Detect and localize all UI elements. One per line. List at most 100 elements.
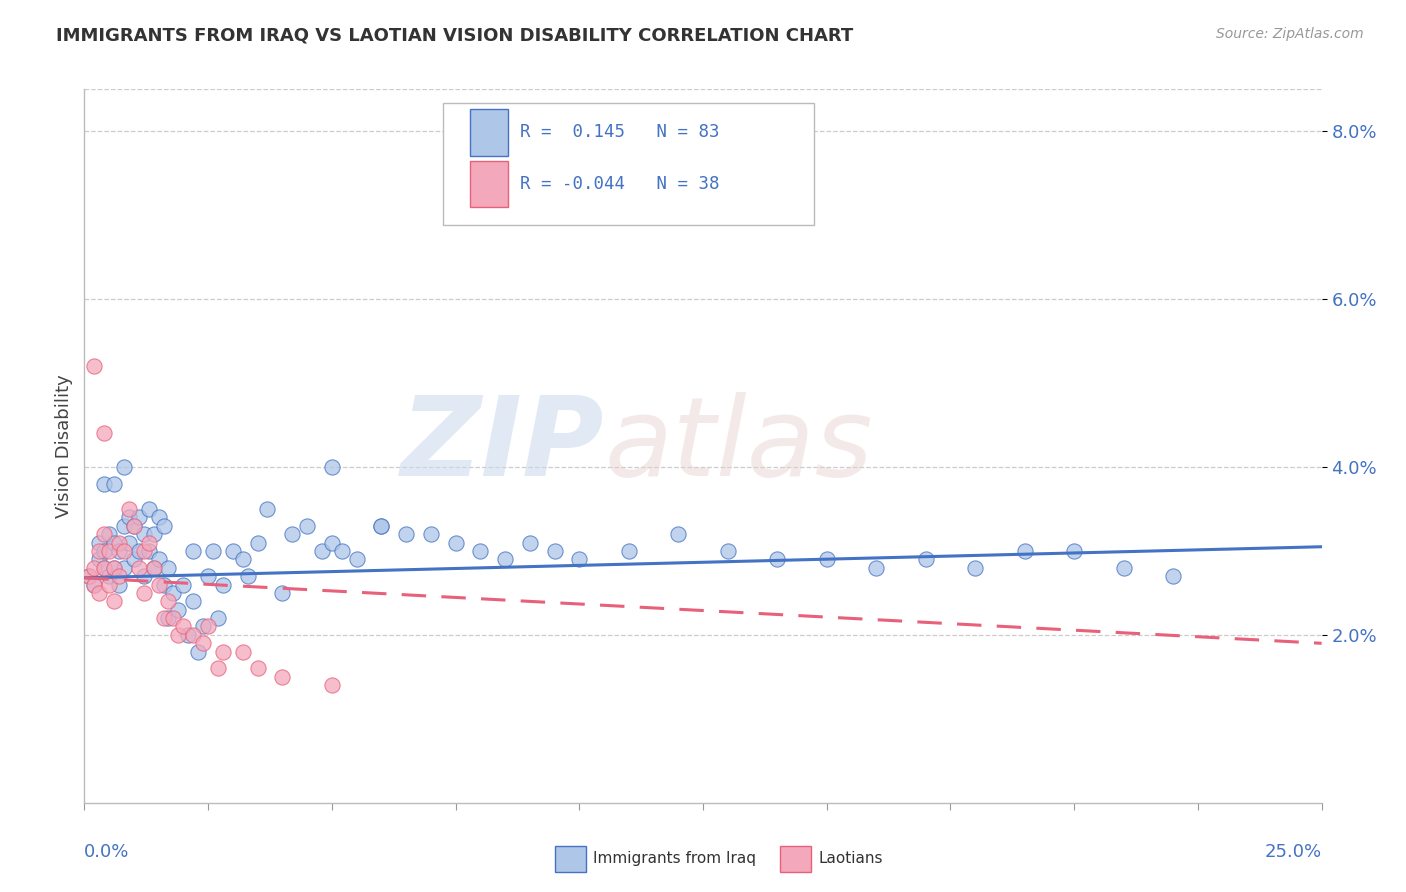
Point (148, 577, 170, 591)
Point (83, 577, 105, 591)
Point (271, 586, 294, 600)
Point (321, 460, 343, 475)
Point (152, 518, 174, 533)
Point (311, 544, 333, 558)
Point (132, 544, 155, 558)
Point (444, 535, 467, 549)
Text: 0.0%: 0.0% (84, 843, 129, 861)
Point (152, 577, 174, 591)
Point (321, 535, 343, 549)
Point (132, 569, 155, 583)
Point (83, 359, 105, 374)
Point (157, 560, 180, 574)
Point (148, 510, 170, 524)
Point (232, 552, 254, 566)
Point (181, 594, 204, 608)
Text: R = -0.044   N = 38: R = -0.044 N = 38 (520, 175, 720, 193)
Point (1063, 544, 1085, 558)
Point (152, 611, 174, 625)
Point (177, 628, 200, 642)
Point (93, 476, 115, 491)
Point (142, 560, 165, 574)
Point (98, 527, 121, 541)
Text: IMMIGRANTS FROM IRAQ VS LAOTIAN VISION DISABILITY CORRELATION CHART: IMMIGRANTS FROM IRAQ VS LAOTIAN VISION D… (56, 27, 853, 45)
Point (118, 510, 141, 524)
Point (157, 611, 180, 625)
FancyBboxPatch shape (443, 103, 814, 225)
FancyBboxPatch shape (471, 161, 508, 207)
Point (172, 619, 194, 633)
Point (138, 502, 160, 516)
Point (128, 544, 150, 558)
Point (419, 527, 441, 541)
Point (112, 460, 135, 475)
Point (103, 535, 125, 549)
FancyBboxPatch shape (471, 109, 508, 155)
Point (98, 544, 121, 558)
Text: R =  0.145   N = 83: R = 0.145 N = 83 (520, 123, 720, 141)
Point (395, 527, 418, 541)
Point (207, 611, 229, 625)
Point (222, 544, 245, 558)
Point (122, 518, 145, 533)
Point (321, 678, 343, 692)
Point (118, 502, 141, 516)
Text: Laotians: Laotians (818, 852, 883, 866)
Point (568, 552, 591, 566)
Point (232, 645, 254, 659)
Point (132, 527, 155, 541)
Point (470, 544, 492, 558)
Point (346, 552, 368, 566)
Point (108, 535, 131, 549)
Point (281, 527, 304, 541)
Point (83, 560, 105, 574)
Point (370, 518, 392, 533)
Point (370, 518, 392, 533)
Point (295, 518, 318, 533)
Point (142, 527, 165, 541)
Point (181, 544, 204, 558)
Point (83, 577, 105, 591)
Text: Source: ZipAtlas.com: Source: ZipAtlas.com (1216, 27, 1364, 41)
Point (118, 535, 141, 549)
Point (93, 560, 115, 574)
Point (89, 552, 111, 566)
Point (103, 560, 125, 574)
Point (89, 586, 111, 600)
Point (98, 577, 121, 591)
Point (1014, 544, 1036, 558)
Point (965, 560, 987, 574)
Point (108, 544, 131, 558)
Text: atlas: atlas (605, 392, 873, 500)
Point (181, 628, 204, 642)
Point (197, 569, 219, 583)
Point (543, 544, 565, 558)
Point (172, 577, 194, 591)
Point (93, 544, 115, 558)
Point (246, 661, 269, 675)
Point (89, 535, 111, 549)
Point (122, 552, 145, 566)
Point (246, 535, 269, 549)
Point (142, 560, 165, 574)
Point (103, 594, 125, 608)
Point (1112, 560, 1135, 574)
Point (519, 535, 541, 549)
Point (766, 552, 789, 566)
Y-axis label: Vision Disability: Vision Disability (55, 374, 73, 518)
Point (191, 619, 214, 633)
Point (666, 527, 689, 541)
Point (112, 544, 135, 558)
Point (93, 426, 115, 441)
Point (138, 535, 160, 549)
Point (128, 560, 150, 574)
Point (98, 569, 121, 583)
Point (112, 560, 135, 574)
Point (103, 560, 125, 574)
Point (1161, 569, 1184, 583)
Point (122, 518, 145, 533)
Text: ZIP: ZIP (401, 392, 605, 500)
Point (197, 619, 219, 633)
Point (187, 645, 209, 659)
Point (717, 544, 740, 558)
